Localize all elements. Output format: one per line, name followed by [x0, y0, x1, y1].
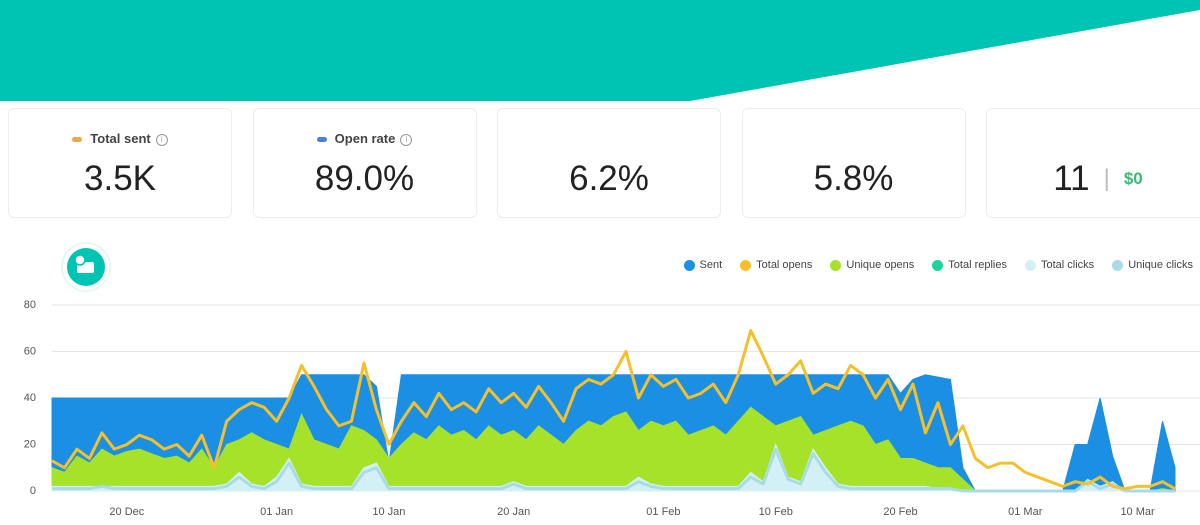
stat-value-row: 89.0%	[254, 157, 476, 199]
stat-label-row: Total sent i	[9, 131, 231, 146]
stat-label: Total sent	[90, 131, 151, 146]
legend-item[interactable]: Total opens	[740, 259, 812, 271]
y-tick-label: 40	[24, 392, 36, 404]
legend-item[interactable]: Unique opens	[830, 259, 914, 271]
stat-value-row: 3.5K	[9, 157, 231, 199]
logo-badge	[74, 254, 86, 266]
legend-label: Unique opens	[846, 259, 915, 271]
stat-value-row: 5.8%	[743, 157, 965, 199]
legend-item[interactable]: Unique clicks	[1112, 259, 1193, 271]
legend: Sent Total opens Unique opens Total replies…	[683, 259, 1193, 271]
stat-value: 11	[1053, 158, 1090, 198]
x-tick-label: 01 Feb	[646, 506, 680, 518]
legend-swatch	[1112, 259, 1124, 271]
stat-label-row: Open rate i	[254, 131, 476, 146]
stat-value: 89.0%	[314, 158, 415, 198]
stat-card: 11 | $0	[986, 108, 1200, 218]
y-tick-label: 80	[24, 299, 36, 311]
stat-dot	[316, 137, 327, 143]
x-tick-label: 10 Feb	[759, 506, 793, 518]
legend-swatch	[932, 259, 944, 271]
stat-value: 5.8%	[813, 158, 894, 198]
line-series	[52, 447, 1175, 493]
legend-swatch	[1025, 259, 1036, 271]
y-tick-label: 0	[30, 485, 36, 497]
x-tick-label: 20 Dec	[109, 506, 144, 518]
y-tick-label: 20	[24, 438, 36, 450]
stat-card: 5.8%	[741, 108, 966, 218]
header-banner	[0, 0, 1200, 101]
legend-label: Total opens	[756, 259, 813, 271]
x-tick-label: 01 Mar	[1008, 506, 1043, 518]
y-tick-label: 60	[24, 345, 36, 357]
banner-cut	[690, 10, 1200, 101]
x-tick-label: 01 Jan	[260, 506, 293, 518]
legend-item[interactable]: Total clicks	[1025, 259, 1094, 271]
stat-value: 6.2%	[569, 158, 649, 198]
stat-card: Open rate i 89.0%	[252, 108, 477, 218]
x-tick-label: 20 Feb	[883, 506, 917, 518]
stat-secondary: $0	[1123, 168, 1143, 188]
x-tick-label: 20 Jan	[497, 506, 530, 518]
separator: |	[1103, 164, 1110, 192]
x-tick-label: 10 Mar	[1120, 506, 1155, 518]
legend-item[interactable]: Sent	[683, 259, 723, 271]
info-icon[interactable]: i	[400, 133, 413, 146]
stat-value-row: 6.2%	[498, 157, 720, 199]
legend-label: Unique clicks	[1128, 259, 1193, 271]
legend-swatch	[830, 259, 842, 271]
legend-label: Total replies	[948, 259, 1007, 271]
info-icon[interactable]: i	[155, 133, 168, 146]
x-tick-label: 10 Jan	[372, 506, 405, 518]
stat-value: 3.5K	[84, 158, 156, 198]
stat-card: 6.2%	[497, 108, 721, 218]
legend-label: Total clicks	[1041, 259, 1095, 271]
legend-label: Sent	[699, 259, 723, 271]
line-series	[51, 329, 1176, 491]
legend-item[interactable]: Total replies	[932, 259, 1007, 271]
legend-swatch	[683, 259, 695, 271]
logo	[61, 242, 111, 292]
stat-card: Total sent i 3.5K	[8, 108, 232, 218]
stat-dot	[72, 137, 83, 143]
legend-swatch	[740, 259, 752, 271]
stat-value-row: 11 | $0	[987, 157, 1200, 199]
stat-label: Open rate	[334, 131, 396, 146]
